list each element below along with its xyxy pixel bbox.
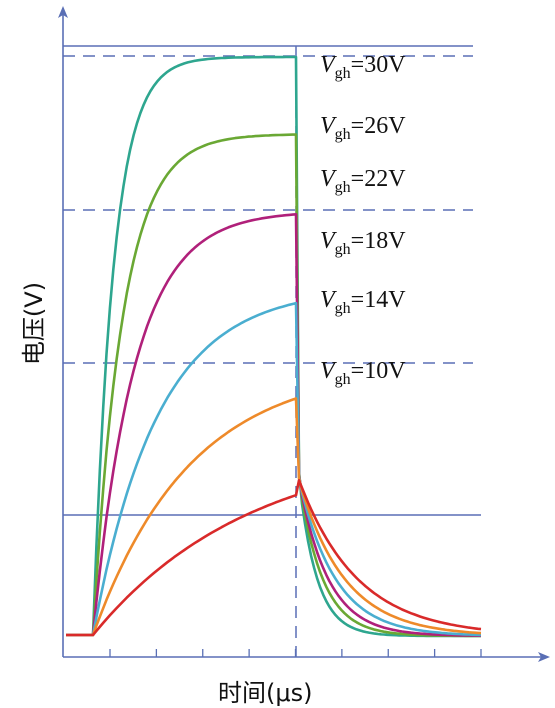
series-line-vgh-10v (66, 479, 482, 637)
series-line-vgh-22v (66, 213, 481, 637)
series-label-subscript: gh (335, 126, 351, 143)
series-label-value: =10V (351, 358, 407, 384)
series-label-variable: V (320, 52, 337, 78)
y-axis-title: 电压(V) (20, 281, 49, 366)
series-layer (66, 55, 482, 638)
series-label-variable: V (320, 113, 337, 139)
series-label-variable: V (320, 228, 337, 254)
series-label: Vgh=26V (320, 113, 406, 143)
series-label-variable: V (320, 287, 337, 313)
x-axis-title: 时间(μs) (218, 679, 313, 707)
series-label: Vgh=18V (320, 228, 406, 258)
axes (58, 6, 550, 662)
reference-lines (63, 45, 481, 657)
series-label-value: =14V (351, 287, 407, 313)
series-label-value: =22V (351, 166, 407, 192)
series-label-subscript: gh (335, 65, 351, 82)
series-label: Vgh=14V (320, 287, 406, 317)
series-label-value: =18V (351, 228, 407, 254)
series-label-variable: V (320, 166, 337, 192)
series-label: Vgh=10V (320, 358, 406, 388)
series-label-value: =26V (351, 113, 407, 139)
series-label-subscript: gh (335, 179, 351, 196)
legend-labels: Vgh=30VVgh=26VVgh=22VVgh=18VVgh=14VVgh=1… (320, 52, 406, 388)
series-label-subscript: gh (335, 300, 351, 317)
series-label-value: =30V (351, 52, 407, 78)
series-line-vgh-14v (66, 397, 482, 637)
series-label: Vgh=30V (320, 52, 406, 82)
series-label-subscript: gh (335, 371, 351, 388)
series-label-variable: V (320, 358, 337, 384)
series-label-subscript: gh (335, 241, 351, 258)
series-label: Vgh=22V (320, 166, 406, 196)
series-line-vgh-26v (66, 133, 481, 638)
series-line-vgh-18v (66, 301, 481, 637)
series-line-vgh-30v (66, 55, 481, 638)
